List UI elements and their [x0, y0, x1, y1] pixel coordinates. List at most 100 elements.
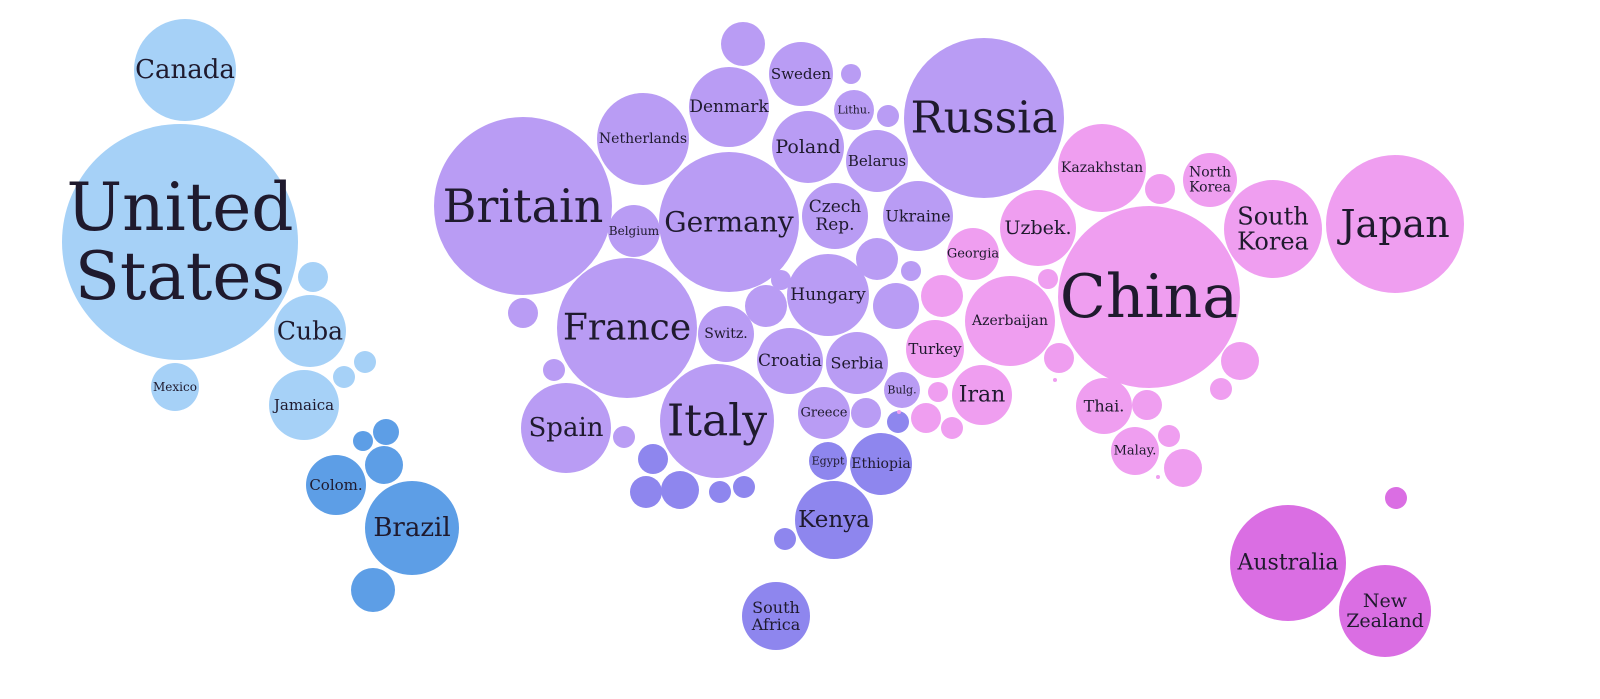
bubble-af-7 — [887, 411, 909, 433]
label-north-korea-line-1: North — [1189, 165, 1231, 181]
bubble-eu-8 — [745, 285, 787, 327]
country-bubble-australia: Australia — [1230, 505, 1346, 621]
bubble-sa-1 — [373, 419, 399, 445]
label-kenya: Kenya — [798, 507, 870, 533]
bubble-spain — [521, 383, 611, 473]
label-italy: Italy — [667, 396, 767, 447]
bubble-eu-5 — [877, 105, 899, 127]
country-bubble-denmark: Denmark — [689, 67, 769, 147]
bubble-kenya — [795, 481, 873, 559]
bubble-germany — [659, 152, 799, 292]
label-belarus: Belarus — [848, 152, 906, 170]
bubble-as-14 — [897, 410, 901, 414]
label-new-zealand-line-1: New — [1363, 590, 1408, 612]
bubble-belarus — [846, 130, 908, 192]
bubble-as-15 — [1234, 358, 1238, 362]
country-bubble-ukraine: Ukraine — [883, 181, 953, 251]
bubble-as-13 — [956, 425, 960, 429]
bubble-greece — [798, 387, 850, 439]
bubble-af-1 — [638, 444, 668, 474]
country-bubble-ethiopia: Ethiopia — [850, 433, 912, 495]
label-south-korea-line-1: South — [1237, 202, 1308, 230]
label-uzbekistan: Uzbek. — [1005, 217, 1072, 239]
country-bubble-jamaica: Jamaica — [269, 370, 339, 440]
label-north-korea-line-2: Korea — [1189, 179, 1231, 195]
label-azerbaijan: Azerbaijan — [971, 313, 1048, 329]
bubble-sa-2 — [353, 431, 373, 451]
country-bubble-germany: Germany — [659, 152, 799, 292]
label-denmark: Denmark — [689, 97, 769, 117]
label-czech-republic-line-1: Czech — [809, 197, 862, 217]
label-japan: Japan — [1336, 202, 1449, 246]
country-bubble-cuba: Cuba — [274, 295, 346, 367]
bubble-eu-1 — [508, 298, 538, 328]
bubble-eu-4 — [841, 64, 861, 84]
bubble-as-9 — [1164, 449, 1202, 487]
label-thailand: Thai. — [1084, 397, 1125, 416]
country-bubble-britain: Britain — [434, 117, 612, 295]
bubble-canada — [134, 19, 236, 121]
bubble-sweden — [769, 42, 833, 106]
country-bubble-belarus: Belarus — [846, 130, 908, 192]
bubble-na-1 — [298, 262, 328, 292]
country-bubble-china: China — [1058, 206, 1240, 388]
label-canada: Canada — [135, 55, 235, 85]
label-egypt: Egypt — [812, 455, 845, 468]
country-bubble-greece: Greece — [798, 387, 850, 439]
bubble-south-korea — [1224, 180, 1322, 278]
bubble-denmark — [689, 67, 769, 147]
label-united-states-line-2: States — [75, 238, 286, 315]
label-china: China — [1060, 262, 1238, 332]
bubble-eu-12 — [851, 398, 881, 428]
country-bubble-azerbaijan: Azerbaijan — [965, 276, 1055, 366]
country-bubble-italy: Italy — [660, 364, 774, 478]
label-brazil: Brazil — [373, 513, 450, 543]
country-bubble-netherlands: Netherlands — [597, 93, 689, 185]
label-south-korea-line-2: Korea — [1237, 228, 1309, 256]
bubble-china — [1058, 206, 1240, 388]
bubble-ethiopia — [850, 433, 912, 495]
bubble-as-11 — [941, 417, 963, 439]
country-bubble-colombia: Colom. — [306, 455, 366, 515]
country-bubble-kenya: Kenya — [795, 481, 873, 559]
bubble-as-2 — [1038, 269, 1058, 289]
country-bubble-egypt: Egypt — [809, 442, 847, 480]
country-bubble-france: France — [557, 258, 697, 398]
bubble-poland — [772, 111, 844, 183]
bubble-af-4 — [709, 481, 731, 503]
label-belgium: Belgium — [609, 224, 660, 238]
country-bubble-thailand: Thai. — [1076, 378, 1132, 434]
country-bubble-uzbekistan: Uzbek. — [1000, 190, 1076, 266]
label-switzerland: Switz. — [704, 326, 748, 342]
bubble-as-12 — [928, 382, 948, 402]
label-russia: Russia — [911, 93, 1058, 144]
bubble-eu-2 — [543, 359, 565, 381]
label-south-africa-line-2: Africa — [751, 615, 801, 634]
bubble-eu-10 — [873, 283, 919, 329]
country-bubble-japan: Japan — [1326, 155, 1464, 293]
bubble-australia — [1230, 505, 1346, 621]
bubble-eu-11 — [613, 426, 635, 448]
bubble-croatia — [757, 328, 823, 394]
bubble-bulgaria — [884, 372, 920, 408]
bubble-af-2 — [661, 471, 699, 509]
bubble-as-8 — [1158, 425, 1180, 447]
label-iran: Iran — [959, 383, 1006, 408]
label-czech-republic-line-2: Rep. — [815, 215, 854, 235]
label-cuba: Cuba — [277, 317, 343, 346]
bubble-cuba — [274, 295, 346, 367]
bubble-jamaica — [269, 370, 339, 440]
country-bubble-canada: Canada — [134, 19, 236, 121]
bubble-oc-1 — [1385, 487, 1407, 509]
bubble-as-1 — [921, 275, 963, 317]
bubble-brazil — [365, 481, 459, 575]
bubble-czech-republic — [802, 183, 868, 249]
bubble-eu-3 — [721, 22, 765, 66]
bubble-na-3 — [333, 366, 355, 388]
bubble-eu-6 — [856, 238, 898, 280]
bubble-ukraine — [883, 181, 953, 251]
bubble-af-6 — [774, 528, 796, 550]
